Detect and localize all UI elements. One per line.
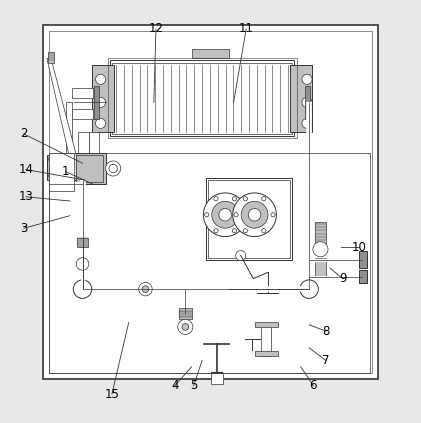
Circle shape — [48, 173, 53, 179]
Circle shape — [271, 213, 275, 217]
Circle shape — [142, 286, 149, 292]
Text: 2: 2 — [20, 127, 27, 140]
Circle shape — [96, 97, 106, 107]
Bar — [77, 238, 88, 247]
Circle shape — [242, 213, 246, 217]
Bar — [305, 85, 310, 119]
Circle shape — [300, 280, 318, 298]
Text: 5: 5 — [190, 379, 197, 392]
Circle shape — [212, 201, 239, 228]
Bar — [92, 65, 114, 132]
Text: 11: 11 — [239, 22, 254, 36]
Circle shape — [182, 324, 189, 330]
Bar — [74, 153, 106, 184]
Bar — [360, 251, 367, 268]
Bar — [94, 85, 99, 119]
Bar — [49, 156, 73, 178]
Circle shape — [60, 157, 65, 162]
Bar — [47, 155, 75, 180]
Bar — [255, 322, 277, 327]
Circle shape — [236, 250, 246, 261]
Bar — [192, 49, 229, 58]
Circle shape — [234, 213, 238, 217]
Bar — [49, 31, 372, 373]
Bar — [314, 258, 326, 277]
Circle shape — [106, 161, 121, 176]
Bar — [255, 351, 277, 356]
Text: 14: 14 — [19, 163, 33, 176]
Circle shape — [96, 118, 106, 129]
Text: 4: 4 — [171, 379, 179, 392]
Circle shape — [232, 229, 237, 233]
Text: 8: 8 — [322, 324, 330, 338]
Text: 12: 12 — [149, 22, 163, 36]
Text: 1: 1 — [62, 165, 69, 178]
Bar — [78, 132, 89, 153]
Circle shape — [262, 197, 266, 201]
Circle shape — [205, 213, 209, 217]
Bar — [48, 52, 54, 63]
Circle shape — [214, 229, 218, 233]
Bar — [43, 25, 378, 379]
Bar — [208, 180, 290, 258]
Circle shape — [178, 319, 193, 335]
Text: 10: 10 — [352, 241, 367, 254]
Circle shape — [219, 209, 232, 221]
Bar — [179, 308, 192, 319]
Circle shape — [76, 258, 89, 270]
Text: 15: 15 — [104, 387, 119, 401]
Circle shape — [203, 193, 247, 236]
Circle shape — [241, 201, 268, 228]
Polygon shape — [47, 58, 76, 180]
Circle shape — [109, 164, 117, 173]
Bar — [72, 88, 93, 98]
Polygon shape — [240, 350, 253, 363]
Text: 9: 9 — [339, 272, 346, 285]
Circle shape — [313, 242, 328, 257]
Circle shape — [214, 197, 218, 201]
Circle shape — [60, 173, 65, 179]
Bar — [49, 153, 74, 190]
Circle shape — [96, 74, 106, 84]
Circle shape — [248, 209, 261, 221]
Bar — [210, 373, 223, 384]
Circle shape — [243, 197, 248, 201]
Circle shape — [302, 118, 312, 129]
Text: 13: 13 — [19, 190, 33, 203]
Circle shape — [139, 283, 152, 296]
Circle shape — [232, 197, 237, 201]
Bar — [89, 132, 99, 153]
Bar — [66, 102, 72, 153]
Circle shape — [302, 74, 312, 84]
Text: 3: 3 — [20, 222, 27, 235]
Bar — [108, 58, 296, 138]
Circle shape — [73, 280, 92, 298]
Bar — [110, 60, 294, 136]
Bar — [72, 109, 93, 119]
Bar — [290, 65, 312, 132]
Circle shape — [243, 229, 248, 233]
Circle shape — [262, 229, 266, 233]
Text: 7: 7 — [322, 354, 330, 367]
Circle shape — [233, 193, 276, 236]
Bar — [206, 178, 292, 260]
Bar — [76, 155, 104, 182]
Bar — [261, 323, 272, 356]
Bar — [112, 63, 292, 134]
Circle shape — [48, 157, 53, 162]
Bar — [360, 270, 367, 283]
Circle shape — [302, 97, 312, 107]
Text: 6: 6 — [309, 379, 317, 392]
Polygon shape — [253, 350, 265, 363]
Bar — [314, 222, 326, 249]
